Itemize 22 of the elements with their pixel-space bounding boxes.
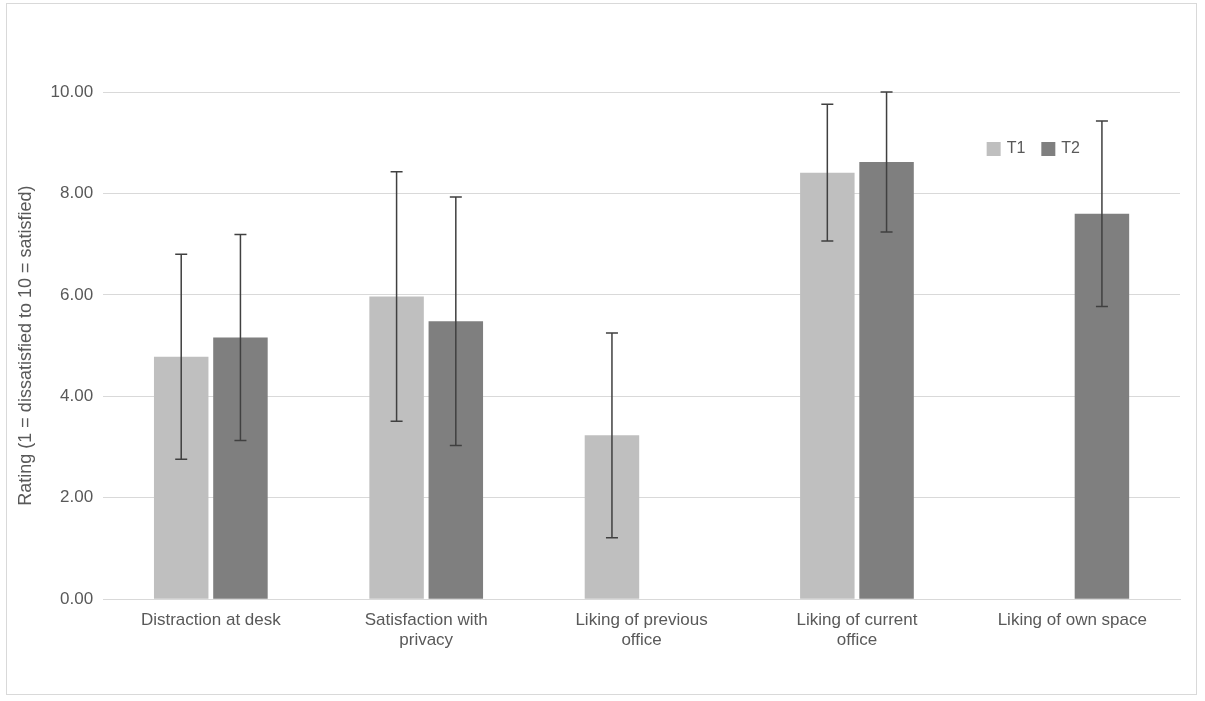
legend-label: T1 bbox=[1006, 139, 1026, 157]
y-tick-label: 0.00 bbox=[60, 588, 94, 608]
y-tick-label: 10.00 bbox=[50, 81, 94, 101]
x-tick-label: Liking of own space bbox=[997, 610, 1147, 630]
y-tick-label: 2.00 bbox=[60, 487, 94, 507]
bar bbox=[428, 321, 484, 599]
y-axis-title: Rating (1 = dissatisfied to 10 = satisfied) bbox=[14, 185, 35, 506]
bar bbox=[1074, 213, 1130, 599]
bar bbox=[800, 172, 855, 599]
x-tick-label: Distraction at desk bbox=[140, 610, 282, 630]
y-tick-label: 8.00 bbox=[60, 183, 94, 203]
x-tick-label: Satisfaction with privacy bbox=[364, 610, 488, 650]
y-tick-label: 6.00 bbox=[60, 284, 94, 304]
bar bbox=[213, 337, 268, 599]
y-tick-label: 4.00 bbox=[60, 386, 94, 406]
x-tick-label: Liking of previous office bbox=[575, 610, 708, 650]
legend-label: T2 bbox=[1061, 139, 1081, 157]
bar bbox=[584, 435, 640, 599]
bar bbox=[859, 161, 914, 599]
x-tick-label: Liking of current office bbox=[796, 610, 918, 650]
bar bbox=[369, 296, 424, 599]
bar bbox=[153, 356, 209, 599]
